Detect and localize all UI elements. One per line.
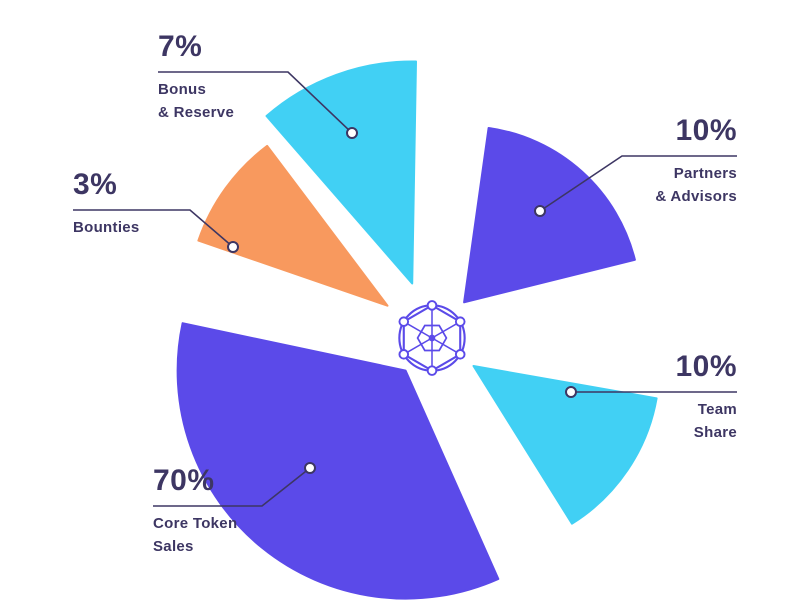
label-bonus-reserve: 7% Bonus & Reserve (158, 30, 234, 124)
slice-name-line2: & Advisors (655, 187, 737, 205)
marker-dot-team (565, 386, 577, 398)
leader-line-partners (539, 155, 737, 212)
slice-name-line1: Bounties (73, 219, 140, 236)
percent-label: 10% (675, 350, 737, 383)
marker-dot-partners (534, 205, 546, 217)
slice-name: Bounties (73, 217, 140, 240)
slice-name: Bonus & Reserve (158, 79, 234, 124)
percent-label: 7% (158, 30, 203, 63)
slice-name-line1: Team (697, 401, 737, 418)
slice-name-line2: Share (693, 423, 737, 441)
pie-slice-team (472, 365, 658, 525)
pie-slice-bounties (197, 144, 389, 307)
slice-name: Core Token Sales (153, 513, 237, 558)
marker-dot-bonus (346, 127, 358, 139)
slice-name: Team Share (675, 399, 737, 444)
label-team-share: 10% Team Share (675, 350, 737, 444)
slice-name-line1: Bonus (158, 81, 207, 98)
slice-name-line1: Core Token (153, 515, 238, 532)
network-logo-icon (398, 300, 466, 376)
slice-name: Partners & Advisors (655, 163, 737, 208)
leader-line-bounties (73, 209, 234, 248)
marker-dot-core (304, 462, 316, 474)
slice-name-line2: Sales (153, 537, 194, 555)
leader-line-core (153, 467, 311, 507)
pie-slice-partners (463, 127, 636, 304)
slice-name-line1: Partners (673, 165, 737, 182)
label-bounties: 3% Bounties (73, 168, 140, 240)
pie-slice-bonus (265, 60, 417, 285)
label-core-token-sales: 70% Core Token Sales (153, 464, 237, 558)
leader-lines-group (73, 71, 737, 507)
pie-slices-group (176, 60, 658, 600)
percent-label: 10% (675, 114, 737, 147)
leader-line-bonus (158, 71, 353, 134)
marker-dot-bounties (227, 241, 239, 253)
percent-label: 70% (153, 464, 215, 497)
percent-label: 3% (73, 168, 118, 201)
pie-slice-core (176, 322, 500, 600)
slice-name-line2: & Reserve (158, 103, 235, 121)
label-partners-advisors: 10% Partners & Advisors (655, 114, 737, 208)
